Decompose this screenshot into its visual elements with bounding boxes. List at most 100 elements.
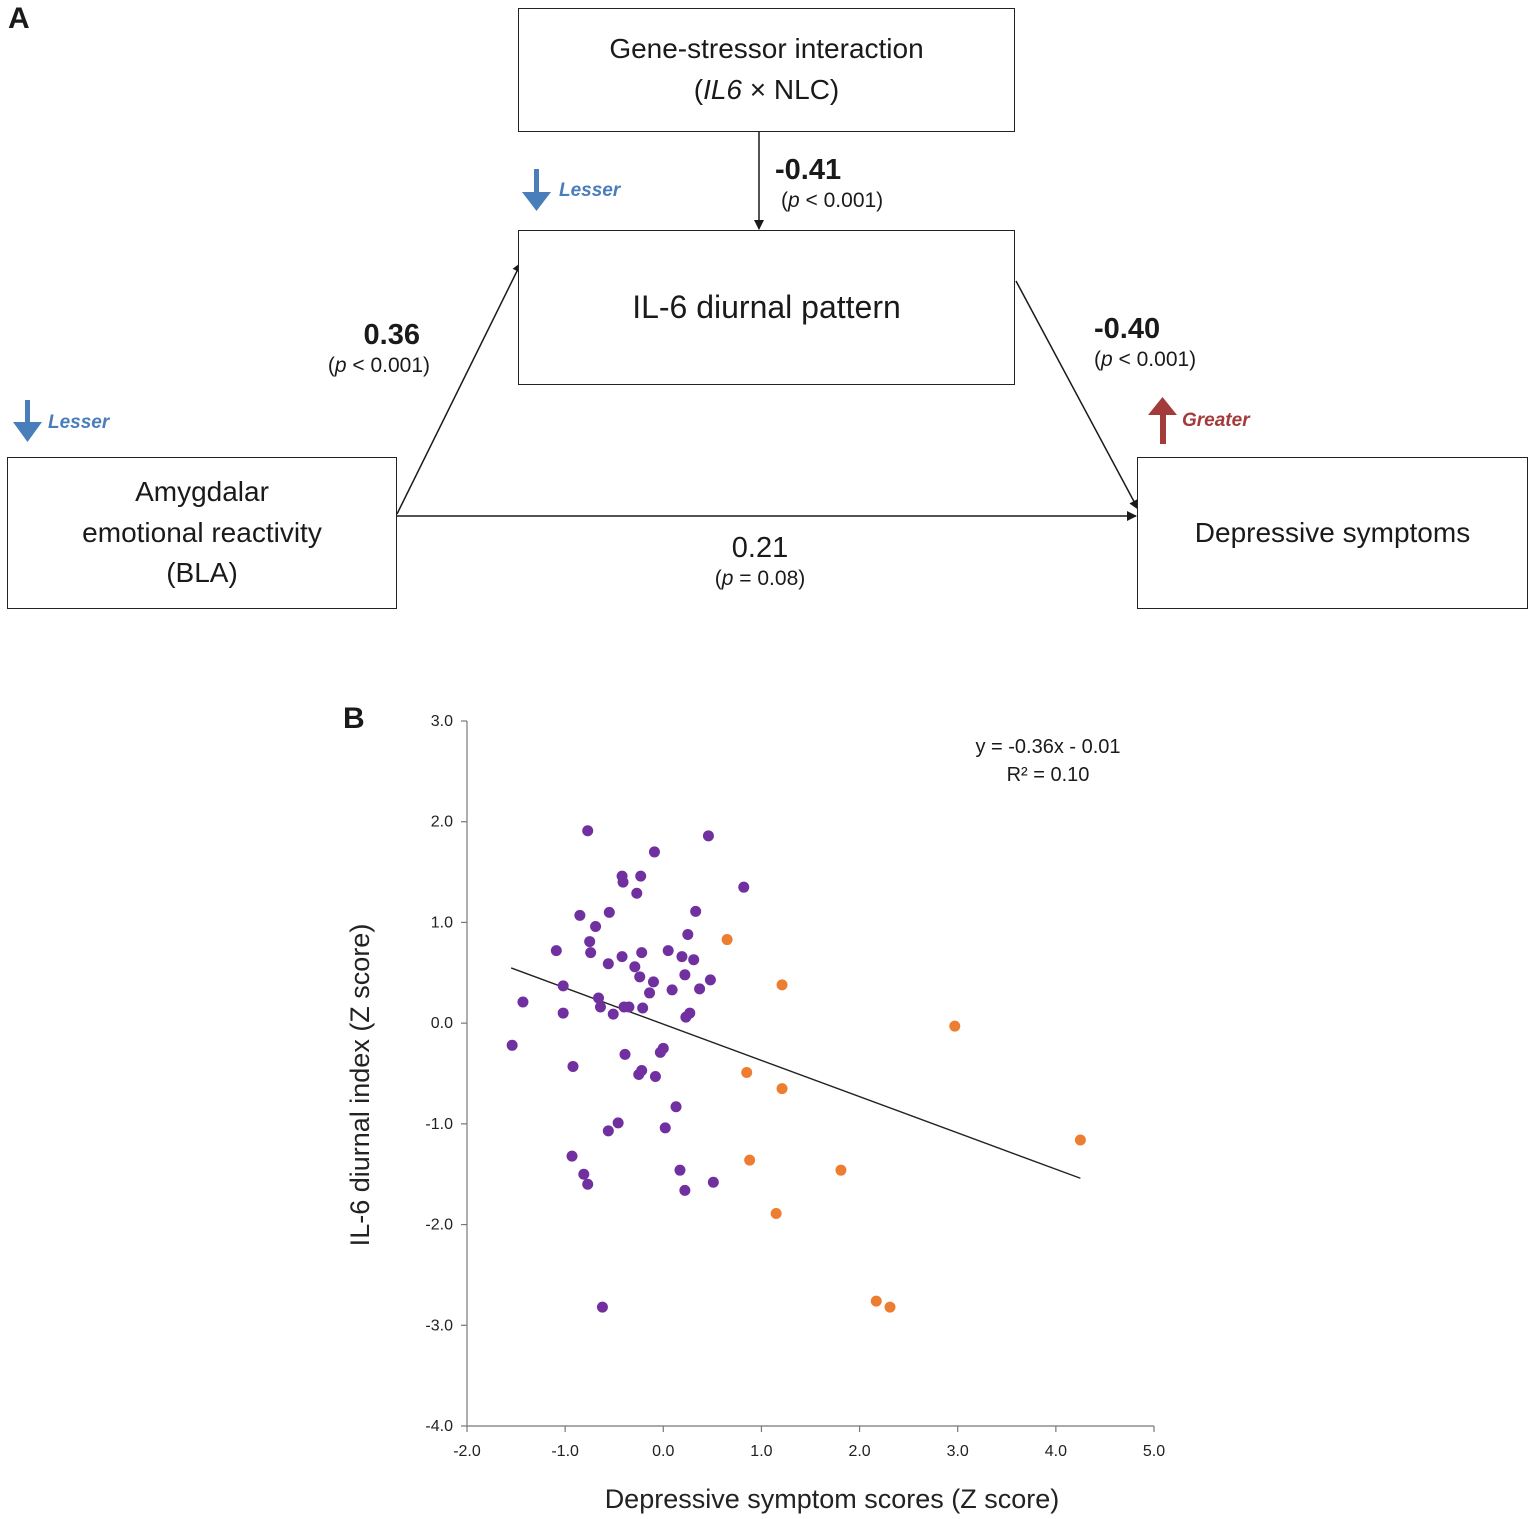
y-tick-label: 0.0 [431, 1015, 453, 1032]
purple-data-point [635, 870, 647, 882]
purple-data-point [688, 954, 700, 966]
purple-data-point [590, 920, 602, 932]
purple-data-point [682, 929, 694, 941]
gene-name: IL6 [703, 74, 742, 105]
y-tick-label: -2.0 [425, 1217, 453, 1234]
purple-data-point [567, 1060, 579, 1072]
indicator-amygdala-label: Lesser [48, 412, 110, 433]
path-diagram-arrows [396, 132, 1139, 521]
y-tick-label: -1.0 [425, 1116, 453, 1133]
arrow-il6-to-depressive [1015, 280, 1139, 510]
orange-data-point [776, 1083, 788, 1095]
purple-data-point [633, 1069, 645, 1081]
arrow-amygdala-to-il6 [396, 262, 522, 515]
orange-data-point [721, 934, 733, 946]
regression-equation: y = -0.36x - 0.01 R² = 0.10 [948, 733, 1148, 789]
panel-b-label: B [343, 702, 365, 735]
x-tick-label: 2.0 [848, 1443, 870, 1460]
orange-data-point [949, 1020, 961, 1032]
purple-data-point [636, 947, 648, 959]
purple-data-point [607, 1008, 619, 1020]
y-tick-label: 2.0 [431, 814, 453, 831]
indicator-depressive-label: Greater [1182, 410, 1250, 431]
x-tick-label: -1.0 [551, 1443, 579, 1460]
purple-data-point [578, 1168, 590, 1180]
x-tick-label: 1.0 [750, 1443, 772, 1460]
purple-data-point [704, 974, 716, 986]
purple-data-point [694, 983, 706, 995]
orange-data-point [770, 1207, 782, 1219]
purple-data-point [506, 1039, 518, 1051]
gene-stressor-line2: (IL6 × NLC) [693, 74, 840, 105]
indicator-arrows [13, 169, 1177, 444]
indicator-il6-label: Lesser [559, 180, 621, 201]
y-tick-label: 3.0 [431, 713, 453, 730]
gene-stressor-box: Gene-stressor interaction (IL6 × NLC) [518, 8, 1015, 132]
purple-data-point [602, 1125, 614, 1137]
purple-data-point [634, 971, 646, 983]
purple-data-point [637, 1002, 649, 1014]
il6-box: IL-6 diurnal pattern [518, 230, 1015, 385]
y-axis-label: IL-6 diurnal index (Z score) [345, 924, 375, 1247]
purple-data-point [738, 881, 750, 893]
x-tick-label: 3.0 [947, 1443, 969, 1460]
purple-data-point [674, 1164, 686, 1176]
purple-data-point [629, 961, 641, 973]
gene-stressor-text: Gene-stressor interaction (IL6 × NLC) [609, 29, 923, 110]
x-tick-label: 4.0 [1045, 1443, 1067, 1460]
purple-data-point [582, 825, 594, 837]
coef-amygdala-to-il6: 0.36 (p < 0.001) [327, 319, 430, 378]
orange-data-point [884, 1301, 896, 1313]
purple-data-point [648, 846, 660, 858]
purple-data-point [654, 1046, 666, 1058]
coef-il6-to-depressive: -0.40 (p < 0.001) [1094, 313, 1197, 372]
purple-data-point [647, 976, 659, 988]
purple-data-point [603, 906, 615, 918]
purple-data-point [602, 958, 614, 970]
x-axis-label: Depressive symptom scores (Z score) [605, 1484, 1060, 1514]
purple-data-point [631, 887, 643, 899]
r-squared-text: R² = 0.10 [1006, 764, 1090, 786]
purple-data-point [617, 876, 629, 888]
purple-data-point [566, 1150, 578, 1162]
purple-data-point [557, 1007, 569, 1019]
purple-data-point [585, 947, 597, 959]
purple-data-point [659, 1122, 671, 1134]
depressive-box-text: Depressive symptoms [1194, 516, 1471, 548]
purple-data-point [596, 1301, 608, 1313]
purple-data-point [649, 1071, 661, 1083]
purple-data-point [690, 905, 702, 917]
purple-data-point [582, 1178, 594, 1190]
purple-data-point [666, 984, 678, 996]
purple-data-point [702, 830, 714, 842]
purple-data-point [662, 945, 674, 957]
depressive-box: Depressive symptoms [1137, 457, 1528, 609]
panel-a-label: A [8, 2, 30, 35]
purple-data-point [680, 1011, 692, 1023]
down-arrow-icon [522, 169, 551, 211]
purple-data-point [594, 1001, 606, 1013]
down-arrow-icon [13, 400, 42, 442]
y-tick-label: -3.0 [425, 1317, 453, 1334]
purple-data-point [584, 936, 596, 948]
purple-data-point [670, 1101, 682, 1113]
y-tick-label: -4.0 [425, 1418, 453, 1435]
orange-data-point [1074, 1134, 1086, 1146]
purple-data-point [550, 945, 562, 957]
trendline [510, 967, 1081, 1179]
up-arrow-icon [1148, 397, 1177, 444]
orange-data-point [870, 1295, 882, 1307]
purple-data-point [517, 996, 529, 1008]
orange-data-point [741, 1066, 753, 1078]
purple-data-point [619, 1048, 631, 1060]
orange-data-point [776, 979, 788, 991]
purple-data-point [676, 951, 688, 963]
purple-data-point [644, 987, 656, 999]
coef-amygdala-to-depressive: 0.21 (p = 0.08) [714, 532, 806, 591]
purple-data-point [679, 1184, 691, 1196]
il6-box-text: IL-6 diurnal pattern [632, 289, 901, 326]
gene-stressor-line1: Gene-stressor interaction [609, 33, 924, 65]
amygdala-box-text: Amygdalar emotional reactivity (BLA) [82, 476, 322, 589]
purple-data-point [574, 909, 586, 921]
